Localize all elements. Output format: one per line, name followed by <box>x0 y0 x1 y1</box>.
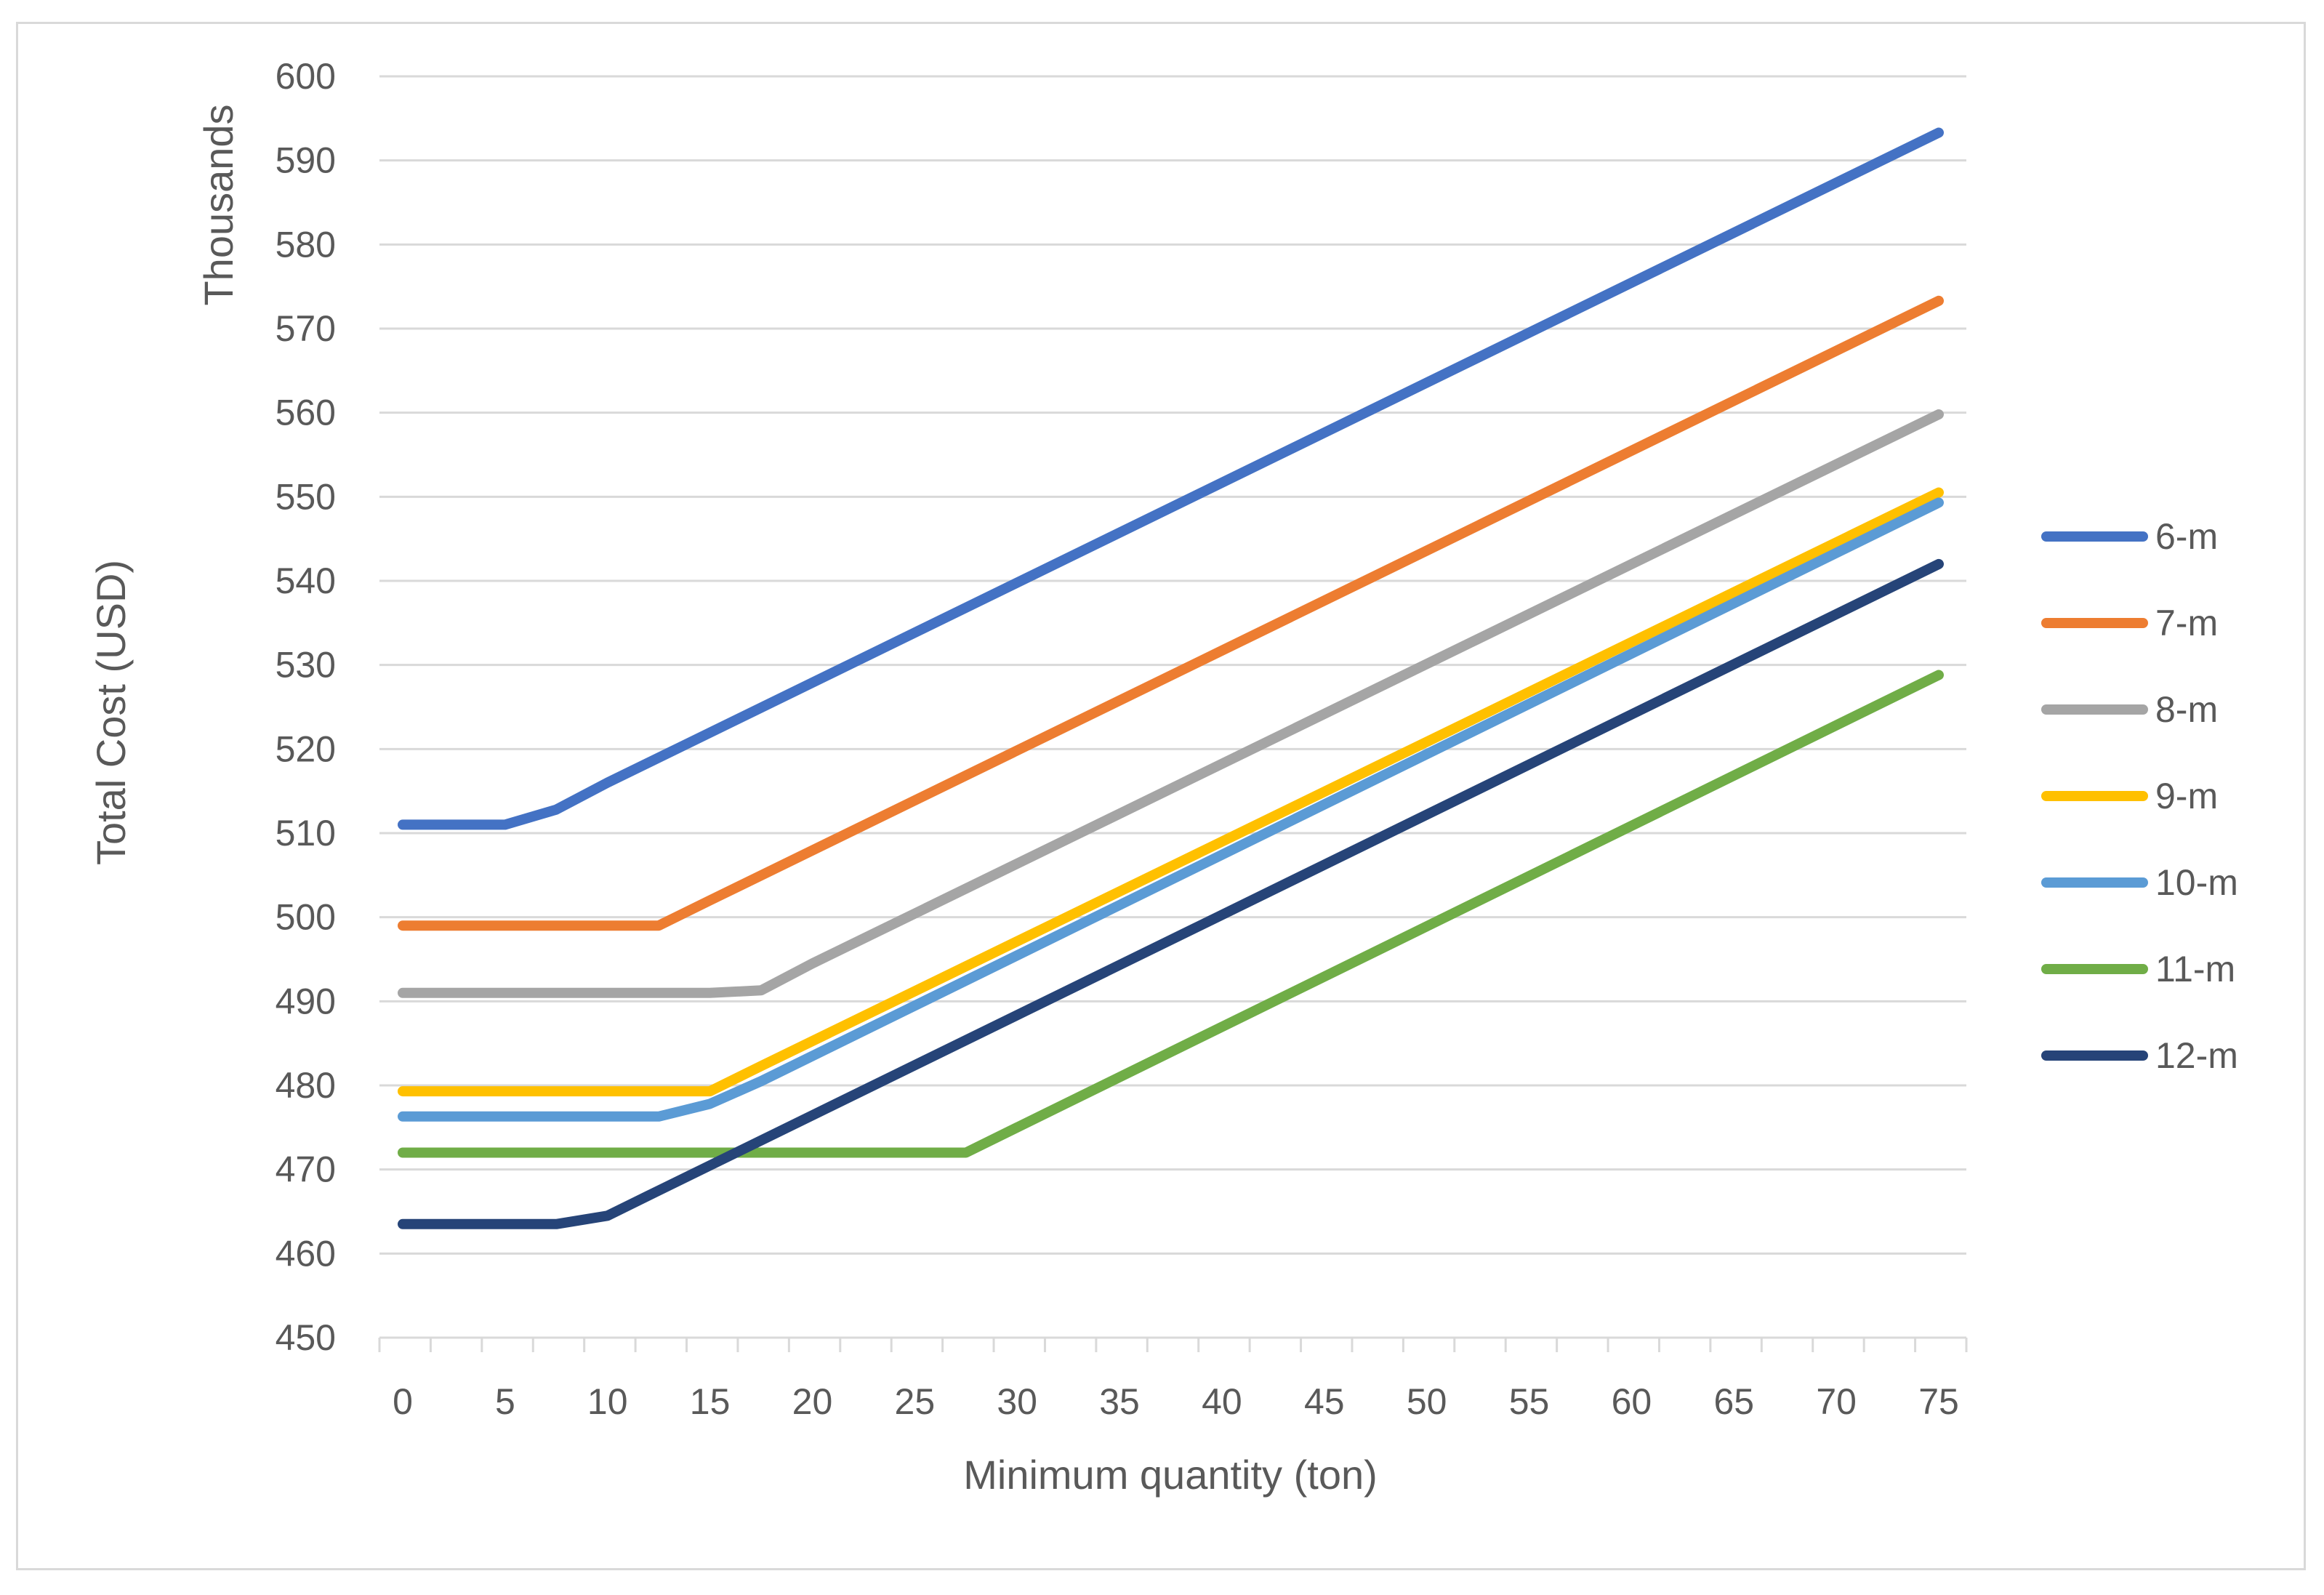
y-tick-labels: 450 460 470 480 490 500 510 520 530 540 550 560 570 5… <box>276 56 336 1358</box>
x-tick-label: 50 <box>1407 1381 1447 1422</box>
x-tick-label: 40 <box>1202 1381 1242 1422</box>
y-tick-label: 530 <box>276 645 336 686</box>
series-line-8-m <box>398 409 1944 998</box>
y-tick-label: 600 <box>276 56 336 97</box>
axes <box>378 1336 1968 1352</box>
x-tick-label: 20 <box>792 1381 833 1422</box>
y-tick-label: 510 <box>276 813 336 853</box>
legend-label-11-m: 11-m <box>2155 949 2235 989</box>
x-tick-label: 60 <box>1612 1381 1652 1422</box>
x-tick-label: 55 <box>1509 1381 1550 1422</box>
x-tick-labels: 0 5 10 15 20 25 30 35 40 45 50 55 60 65 70 75 <box>393 1381 1959 1422</box>
y-tick-label: 590 <box>276 140 336 181</box>
x-tick-label: 70 <box>1816 1381 1857 1422</box>
series-line-7-m <box>398 295 1944 931</box>
legend-label-12-m: 12-m <box>2155 1035 2238 1076</box>
y-axis-title: Total Cost (USD) <box>88 560 134 865</box>
y-tick-label: 480 <box>276 1065 336 1106</box>
y-tick-label: 560 <box>276 393 336 433</box>
series-line-12-m <box>398 558 1944 1229</box>
y-tick-label: 450 <box>276 1317 336 1358</box>
legend-label-6-m: 6-m <box>2155 516 2218 557</box>
x-tick-label: 65 <box>1713 1381 1754 1422</box>
y-tick-label: 550 <box>276 476 336 517</box>
series-line-11-m <box>398 670 1944 1158</box>
x-tick-label: 25 <box>895 1381 936 1422</box>
y-tick-label: 500 <box>276 897 336 938</box>
x-tick-label: 0 <box>393 1381 413 1422</box>
y-tick-label: 490 <box>276 981 336 1021</box>
series-line-9-m <box>398 487 1944 1097</box>
x-tick-label: 15 <box>690 1381 731 1422</box>
series-lines <box>398 127 1944 1229</box>
series-line-6-m <box>398 127 1944 830</box>
x-tick-label: 75 <box>1918 1381 1959 1422</box>
x-axis-title: Minimum quantity (ton) <box>963 1452 1378 1498</box>
legend-label-10-m: 10-m <box>2155 862 2238 903</box>
x-tick-label: 5 <box>495 1381 515 1422</box>
series-line-10-m <box>398 497 1944 1122</box>
y-tick-label: 460 <box>276 1233 336 1274</box>
legend-label-8-m: 8-m <box>2155 689 2218 730</box>
y-tick-label: 570 <box>276 308 336 349</box>
x-tick-label: 45 <box>1304 1381 1345 1422</box>
y-tick-label: 580 <box>276 224 336 265</box>
x-tick-label: 30 <box>997 1381 1037 1422</box>
legend-label-7-m: 7-m <box>2155 603 2218 643</box>
legend: 6-m 7-m 8-m 9-m 10-m 11-m 12-m <box>2041 516 2238 1076</box>
y-axis-unit-label: Thousands <box>196 104 241 305</box>
x-tick-label: 35 <box>1099 1381 1140 1422</box>
gridlines <box>379 75 1966 1255</box>
y-tick-label: 520 <box>276 728 336 769</box>
y-tick-label: 470 <box>276 1149 336 1190</box>
y-tick-label: 540 <box>276 561 336 601</box>
legend-label-9-m: 9-m <box>2155 776 2218 816</box>
x-tick-label: 10 <box>587 1381 628 1422</box>
